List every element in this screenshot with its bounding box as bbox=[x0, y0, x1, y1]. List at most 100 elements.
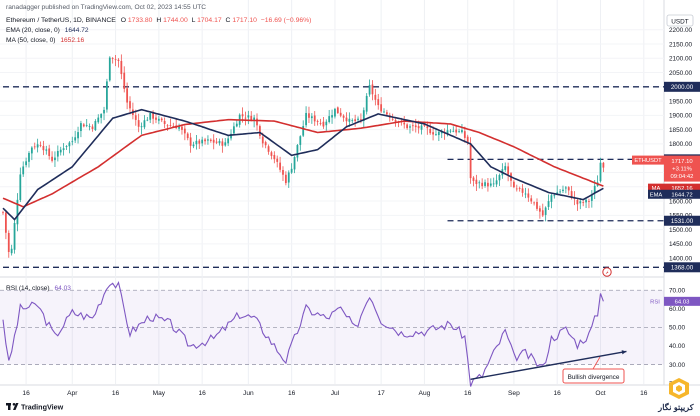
svg-text:RSI (14, close) 64.03: RSI (14, close) 64.03 bbox=[6, 285, 71, 292]
rsi-tick-label: 50.00 bbox=[669, 325, 685, 332]
candle-body bbox=[117, 59, 120, 61]
x-tick-label: May bbox=[153, 390, 166, 397]
candle-body bbox=[198, 140, 201, 144]
candle-body bbox=[114, 59, 117, 61]
alert-icon[interactable] bbox=[602, 267, 612, 277]
candle-body bbox=[579, 201, 582, 204]
candle-body bbox=[270, 152, 273, 156]
tradingview-logo[interactable]: TradingView bbox=[6, 403, 64, 412]
level-tag bbox=[664, 215, 700, 226]
candle-body bbox=[417, 126, 420, 129]
bullish-divergence-label: Bullish divergence bbox=[568, 374, 620, 381]
candle-body bbox=[518, 188, 521, 189]
candle-body bbox=[602, 162, 605, 168]
candle-body bbox=[492, 183, 495, 185]
candle-body bbox=[345, 117, 348, 122]
publisher-line: ranadagger published on TradingView.com,… bbox=[6, 4, 206, 11]
candle-body bbox=[328, 116, 331, 122]
rsi-tick-label: 30.00 bbox=[669, 362, 685, 369]
candle-body bbox=[2, 212, 4, 214]
candle-body bbox=[126, 88, 129, 103]
candle-body bbox=[374, 94, 377, 100]
candle-body bbox=[201, 139, 204, 144]
ema-legend-value: 1644.72 bbox=[65, 27, 89, 34]
candle-body bbox=[212, 139, 215, 143]
ohlc-open-label: O bbox=[121, 17, 126, 24]
rsi-value-tag-label: 64.03 bbox=[675, 299, 690, 305]
candle-body bbox=[357, 118, 359, 120]
candle-body bbox=[16, 199, 19, 225]
candle-body bbox=[576, 199, 579, 205]
symbol-line: Ethereum / TetherUS, 1D, BINANCE O 1733.… bbox=[6, 17, 311, 24]
candle-body bbox=[403, 122, 406, 125]
candle-body bbox=[19, 174, 22, 201]
ma-legend-label: MA (50, close, 0) bbox=[6, 37, 55, 44]
ema-tag-value: 1644.72 bbox=[671, 192, 692, 198]
candle-body bbox=[267, 146, 270, 152]
price-tick-label: 2100.00 bbox=[669, 56, 693, 63]
candle-body bbox=[504, 166, 507, 170]
x-tick-label: 17 bbox=[377, 390, 385, 397]
candle-body bbox=[290, 168, 293, 173]
candle-body bbox=[183, 128, 186, 134]
candle-body bbox=[553, 195, 556, 197]
price-tick-label: 1950.00 bbox=[669, 98, 693, 105]
candle-body bbox=[4, 212, 7, 233]
last-price-tag bbox=[664, 155, 700, 182]
rsi-legend: RSI (14, close) 64.03 bbox=[6, 285, 71, 292]
candle-body bbox=[287, 172, 290, 183]
candle-body bbox=[7, 232, 10, 252]
rsi-tick-label: 60.00 bbox=[669, 306, 685, 313]
candle-body bbox=[172, 126, 175, 127]
candle-body bbox=[556, 192, 559, 195]
candle-body bbox=[51, 156, 53, 161]
x-tick-label: 16 bbox=[112, 390, 120, 397]
currency-badge[interactable]: USDT bbox=[666, 14, 694, 27]
candle-body bbox=[233, 126, 235, 134]
level-tag-label: 2000.00 bbox=[671, 84, 694, 91]
ohlc-close-label: C bbox=[226, 17, 231, 24]
candle-body bbox=[296, 145, 299, 158]
candle-body bbox=[521, 188, 524, 193]
candle-body bbox=[562, 189, 564, 192]
candle-body bbox=[391, 118, 394, 120]
candle-body bbox=[383, 111, 385, 113]
candle-body bbox=[481, 182, 484, 187]
candle-body bbox=[218, 140, 221, 144]
candle-body bbox=[567, 187, 570, 191]
candle-body bbox=[342, 115, 345, 118]
ohlc-high-value: 1744.00 bbox=[163, 17, 188, 24]
candle-body bbox=[469, 143, 472, 179]
candle-body bbox=[498, 175, 501, 181]
candle-body bbox=[48, 148, 51, 157]
candle-body bbox=[319, 123, 322, 124]
candle-body bbox=[169, 125, 172, 127]
candle-body bbox=[599, 162, 602, 182]
candle-body bbox=[28, 152, 30, 162]
candle-body bbox=[362, 110, 365, 121]
candle-body bbox=[458, 130, 460, 132]
candle-body bbox=[224, 142, 227, 146]
x-tick-label: 16 bbox=[198, 390, 206, 397]
candle-body bbox=[478, 182, 481, 184]
candle-body bbox=[593, 185, 596, 194]
x-tick-label: Aug bbox=[419, 390, 431, 397]
rsi-legend-value: 64.03 bbox=[54, 285, 71, 292]
candle-body bbox=[42, 146, 45, 151]
candle-body bbox=[547, 201, 550, 207]
price-tick-label: 2200.00 bbox=[669, 27, 693, 34]
candle-body bbox=[235, 123, 238, 127]
candle-body bbox=[250, 115, 253, 121]
level-tag-label: 1531.00 bbox=[671, 218, 694, 225]
candle-body bbox=[221, 141, 224, 146]
ma-tag-name-label: MA bbox=[652, 186, 661, 192]
candle-body bbox=[339, 112, 342, 116]
price-tick-label: 2150.00 bbox=[669, 41, 693, 48]
candle-body bbox=[334, 108, 336, 117]
price-tick-label: 1450.00 bbox=[669, 241, 693, 248]
candle-body bbox=[495, 180, 498, 185]
rsi-tick-label: 70.00 bbox=[669, 288, 685, 295]
ema-tag bbox=[664, 189, 700, 199]
horizontal-levels bbox=[3, 86, 664, 268]
